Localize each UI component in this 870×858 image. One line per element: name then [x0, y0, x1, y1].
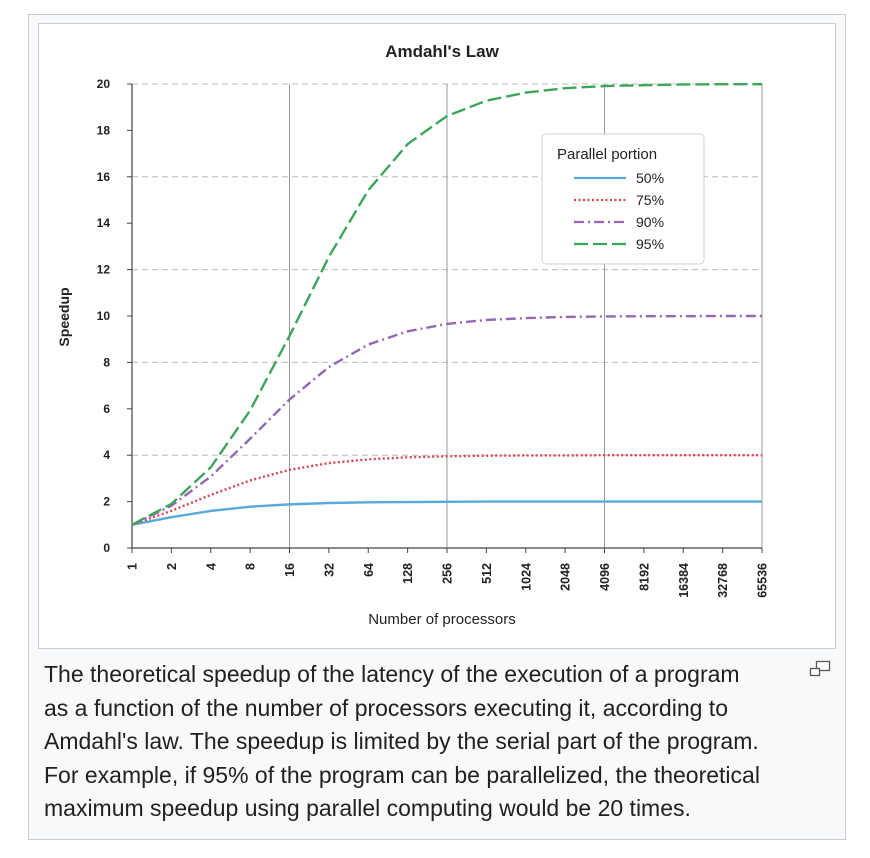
series-layer: [131, 83, 762, 526]
x-tick-label: 512: [480, 563, 494, 584]
x-axis-label: Number of processors: [368, 611, 516, 628]
x-tick-label: 65536: [756, 563, 770, 598]
y-tick-label: 14: [97, 216, 111, 230]
legend-label: 75%: [636, 192, 664, 208]
x-tick-label: 8192: [637, 563, 651, 591]
magnify-icon[interactable]: [808, 660, 832, 680]
series-line-90pct: [131, 314, 762, 526]
caption-line: The theoretical speedup of the latency o…: [44, 661, 740, 687]
x-tick-label: 16384: [677, 563, 691, 598]
series-line-75pct: [131, 454, 762, 526]
y-tick-label: 4: [103, 448, 110, 462]
chart-title: Amdahl's Law: [385, 42, 499, 61]
chart-frame: [38, 23, 836, 649]
x-tick-label: 4096: [598, 563, 612, 591]
y-tick-label: 8: [103, 355, 110, 369]
caption-line: Amdahl's law. The speedup is limited by …: [44, 728, 759, 754]
y-tick-label: 16: [97, 170, 111, 184]
y-tick-label: 0: [103, 541, 110, 555]
x-tick-label: 1024: [519, 563, 533, 591]
legend-items: 50% 75% 90% 95%: [574, 170, 664, 252]
legend-label: 50%: [636, 170, 664, 186]
legend-label: 90%: [636, 214, 664, 230]
legend: Parallel portion 50% 75% 90% 95%: [541, 133, 705, 265]
x-tick-label: 2048: [559, 563, 573, 591]
x-tick-label: 128: [401, 563, 415, 584]
y-tick-label: 18: [97, 123, 111, 137]
y-tick-label: 20: [97, 77, 111, 91]
x-tick-label: 16: [283, 563, 297, 577]
legend-box: [541, 133, 705, 265]
y-tick-label: 6: [103, 402, 110, 416]
x-tick-label: 256: [441, 563, 455, 584]
caption-line: as a function of the number of processor…: [44, 694, 728, 721]
legend-title: Parallel portion: [557, 146, 657, 163]
x-tick-label: 2: [165, 563, 179, 570]
y-tick-label: 12: [97, 263, 111, 277]
y-tick-label: 10: [97, 309, 111, 323]
x-tick-label: 8: [244, 563, 258, 570]
caption-line: maximum speedup using parallel computing…: [44, 795, 691, 821]
y-tick-label: 2: [103, 495, 110, 509]
x-tick-label: 32768: [716, 563, 730, 598]
x-tick-label: 32: [322, 563, 336, 577]
caption-line: For example, if 95% of the program can b…: [44, 761, 760, 788]
x-tick-label: 4: [204, 563, 218, 570]
x-tick-label: 64: [362, 563, 376, 577]
series-line-50pct: [131, 500, 762, 526]
series-line-95pct: [131, 83, 762, 526]
y-axis-label: Speedup: [56, 287, 72, 346]
figure-caption: The theoretical speedup of the latency o…: [44, 658, 804, 826]
legend-label: 95%: [636, 236, 664, 252]
x-tick-label: 1: [126, 563, 140, 570]
